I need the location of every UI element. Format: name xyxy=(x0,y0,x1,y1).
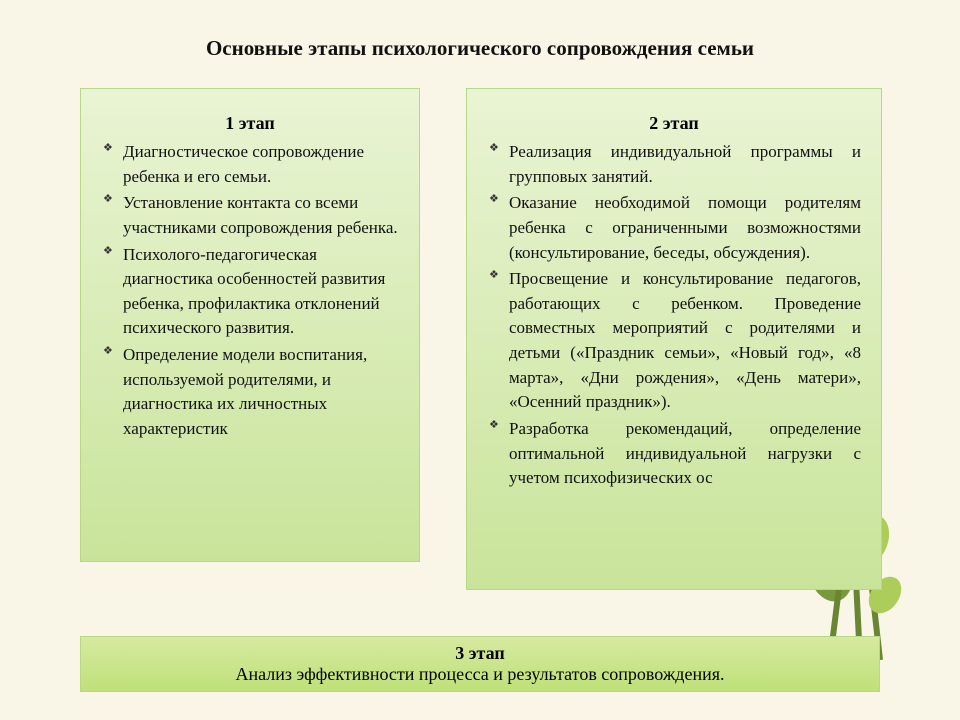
list-item: Оказание необходимой помощи родителям ре… xyxy=(487,191,861,265)
list-item: Психолого-педагогическая диагностика осо… xyxy=(101,243,399,342)
page-title: Основные этапы психологического сопровож… xyxy=(0,36,960,61)
list-item: Реализация индивидуальной программы и гр… xyxy=(487,140,861,189)
stage-2-list: Реализация индивидуальной программы и гр… xyxy=(487,140,861,491)
stage-3-title: 3 этап xyxy=(91,643,869,664)
stage-3-card: 3 этап Анализ эффективности процесса и р… xyxy=(80,636,880,692)
stage-1-list: Диагностическое сопровождение ребенка и … xyxy=(101,140,399,442)
list-item: Диагностическое сопровождение ребенка и … xyxy=(101,140,399,189)
list-item: Определение модели воспитания, используе… xyxy=(101,343,399,442)
list-item: Установление контакта со всеми участника… xyxy=(101,191,399,240)
list-item: Просвещение и консультирование педагогов… xyxy=(487,267,861,415)
stage-3-body: Анализ эффективности процесса и результа… xyxy=(91,664,869,685)
stage-1-card: 1 этап Диагностическое сопровождение реб… xyxy=(80,88,420,562)
stage-1-title: 1 этап xyxy=(101,113,399,134)
stage-2-card: 2 этап Реализация индивидуальной програм… xyxy=(466,88,882,590)
list-item: Разработка рекомендаций, определение опт… xyxy=(487,417,861,491)
stage-2-title: 2 этап xyxy=(487,113,861,134)
